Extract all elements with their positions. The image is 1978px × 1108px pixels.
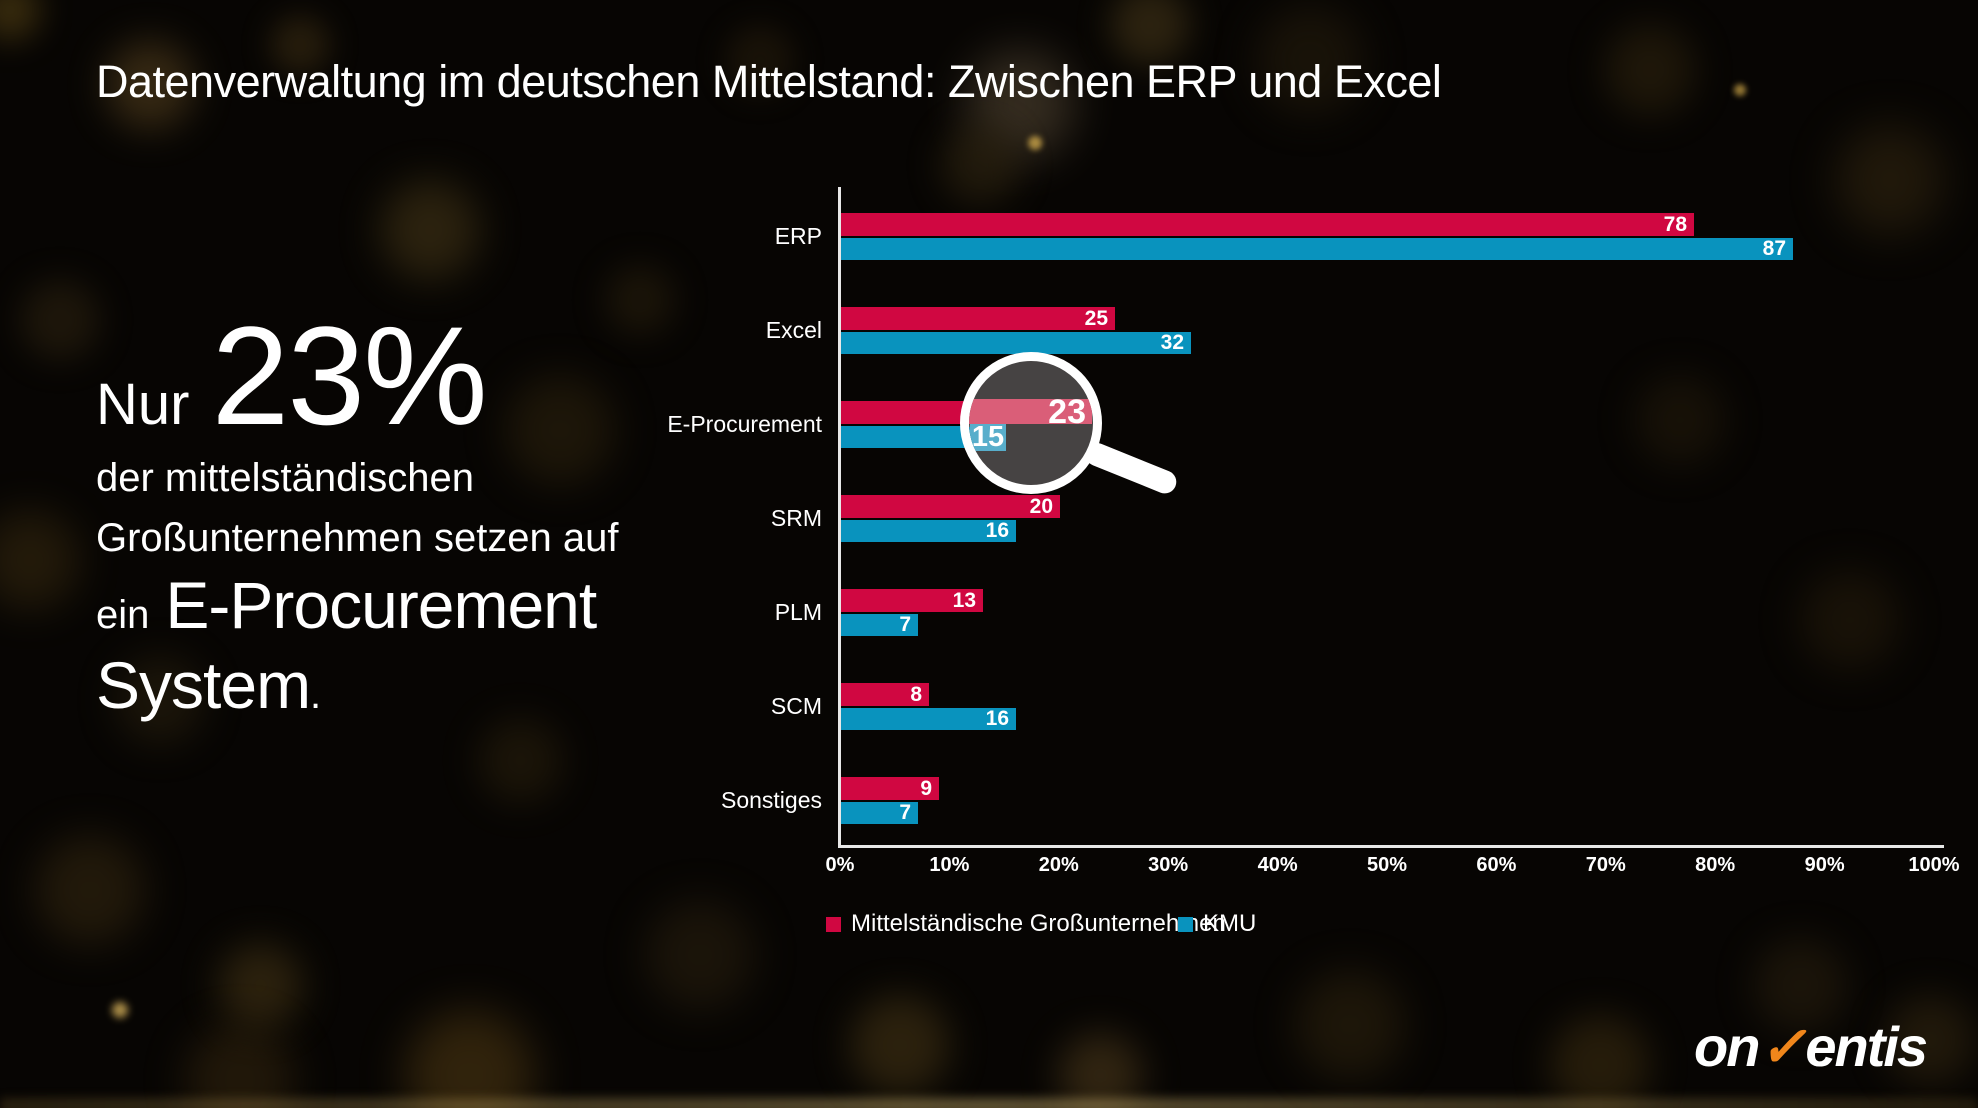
category-label-excel: Excel [765,317,822,343]
bokeh-light [1057,1032,1143,1108]
page-title: Datenverwaltung im deutschen Mittelstand… [96,56,1442,107]
category-label-plm: PLM [774,599,822,625]
category-label-scm: SCM [770,693,822,719]
legend-label: Mittelständische Großunternehmen [851,910,1226,937]
bar-kmu-plm: 7 [841,613,918,636]
logo-text-part1: on [1694,1015,1760,1078]
callout-line2: der mittelständischen [96,456,474,500]
bar-value-label: 20 [1029,494,1053,518]
x-tick-30: 30% [1148,854,1189,876]
bar-kmu-sonstiges: 7 [841,801,918,824]
bar-kmu-srm: 16 [841,519,1016,542]
callout-line5-big: System [96,648,311,722]
bar-grossunternehmen-sonstiges: 9 [841,777,939,800]
bar-grossunternehmen-srm: 20 [841,495,1060,518]
legend-swatch [826,916,841,932]
legend-item-grossunternehmen: Mittelständische Großunternehmen [826,906,1226,942]
bar-value-label: 78 [1663,212,1687,236]
x-tick-40: 40% [1257,854,1298,876]
category-label-srm: SRM [770,505,822,531]
bar-value-label: 9 [920,776,932,800]
bar-grossunternehmen-excel: 25 [841,307,1115,330]
legend-item-kmu: KMU [1178,906,1256,942]
legend-swatch [1178,916,1193,932]
logo-text-part2: entis [1805,1015,1928,1078]
bar-kmu-excel: 32 [841,331,1191,354]
bar-value-label: 87 [1762,237,1786,260]
bokeh-light [1550,1015,1650,1108]
bar-grossunternehmen-erp: 78 [841,213,1694,236]
x-tick-0: 0% [825,854,855,876]
bar-kmu-scm: 16 [841,707,1016,730]
x-tick-50: 50% [1366,854,1408,876]
callout-line5: System . [96,652,321,718]
bokeh-light [217,942,303,1028]
bokeh-light [850,995,950,1095]
x-tick-20: 20% [1038,854,1079,876]
bokeh-light [0,510,80,610]
bar-value-label: 7 [899,801,911,824]
callout-prefix: Nur [96,372,190,437]
magnified-value-grossunternehmen: 23 [1048,392,1086,431]
magnifier-lens: 23 15 [960,352,1102,494]
bokeh-light [940,125,1020,205]
bokeh-light [380,180,480,280]
bokeh-light [1635,375,1725,465]
bar-value-label: 25 [1084,306,1108,330]
bokeh-light [1605,25,1695,115]
bar-value-label: 7 [899,613,911,636]
bar-value-label: 32 [1160,331,1184,354]
bottom-light-strip [0,1098,1978,1108]
callout-line4-small: ein [96,593,150,637]
category-label-erp: ERP [774,223,822,249]
bokeh-light [112,1002,128,1018]
bokeh-light [645,900,755,1010]
magnified-value-kmu: 15 [971,421,1005,453]
bokeh-light [0,0,40,40]
x-tick-80: 80% [1695,854,1736,876]
check-icon: ✓ [1759,1015,1806,1078]
callout-line4-big: E-Procurement [165,568,597,642]
bar-value-label: 16 [985,707,1009,730]
magnified-bar-grossunternehmen: 23 [969,395,1092,429]
callout-big-number: 23% [211,297,487,454]
x-tick-90: 90% [1804,854,1845,876]
magnified-value-chip: 15 [970,421,1006,453]
x-tick-10: 10% [929,854,970,876]
bar-grossunternehmen-plm: 13 [841,589,983,612]
bokeh-light [1734,84,1746,96]
y-axis-line [838,187,841,848]
x-axis-line [838,845,1944,848]
bokeh-light [1800,570,1900,670]
bokeh-light [1835,125,1945,235]
bokeh-light [1028,136,1042,150]
x-tick-60: 60% [1476,854,1517,876]
bar-kmu-erp: 87 [841,237,1793,260]
bokeh-light [35,835,145,945]
bokeh-light [1295,970,1405,1080]
onventis-logo: on✓entis [1694,1014,1928,1080]
x-tick-100: 100% [1908,854,1960,876]
category-label-sonstiges: Sonstiges [720,787,822,813]
callout-line3: Großunternehmen setzen auf [96,516,619,560]
bokeh-light [20,280,100,360]
bar-value-label: 16 [985,519,1009,542]
bokeh-light [405,1010,535,1108]
bar-grossunternehmen-scm: 8 [841,683,929,706]
callout-headline: Nur 23% [96,297,488,454]
legend-label: KMU [1203,910,1257,937]
category-label-e-procurement: E-Procurement [667,411,822,437]
bar-value-label: 8 [910,682,922,706]
x-tick-70: 70% [1585,854,1626,876]
bar-value-label: 13 [952,588,976,612]
bokeh-light [477,717,563,803]
bokeh-light [185,1025,295,1108]
callout-line4: ein E-Procurement [96,568,597,642]
callout-line5-period: . [310,673,322,717]
